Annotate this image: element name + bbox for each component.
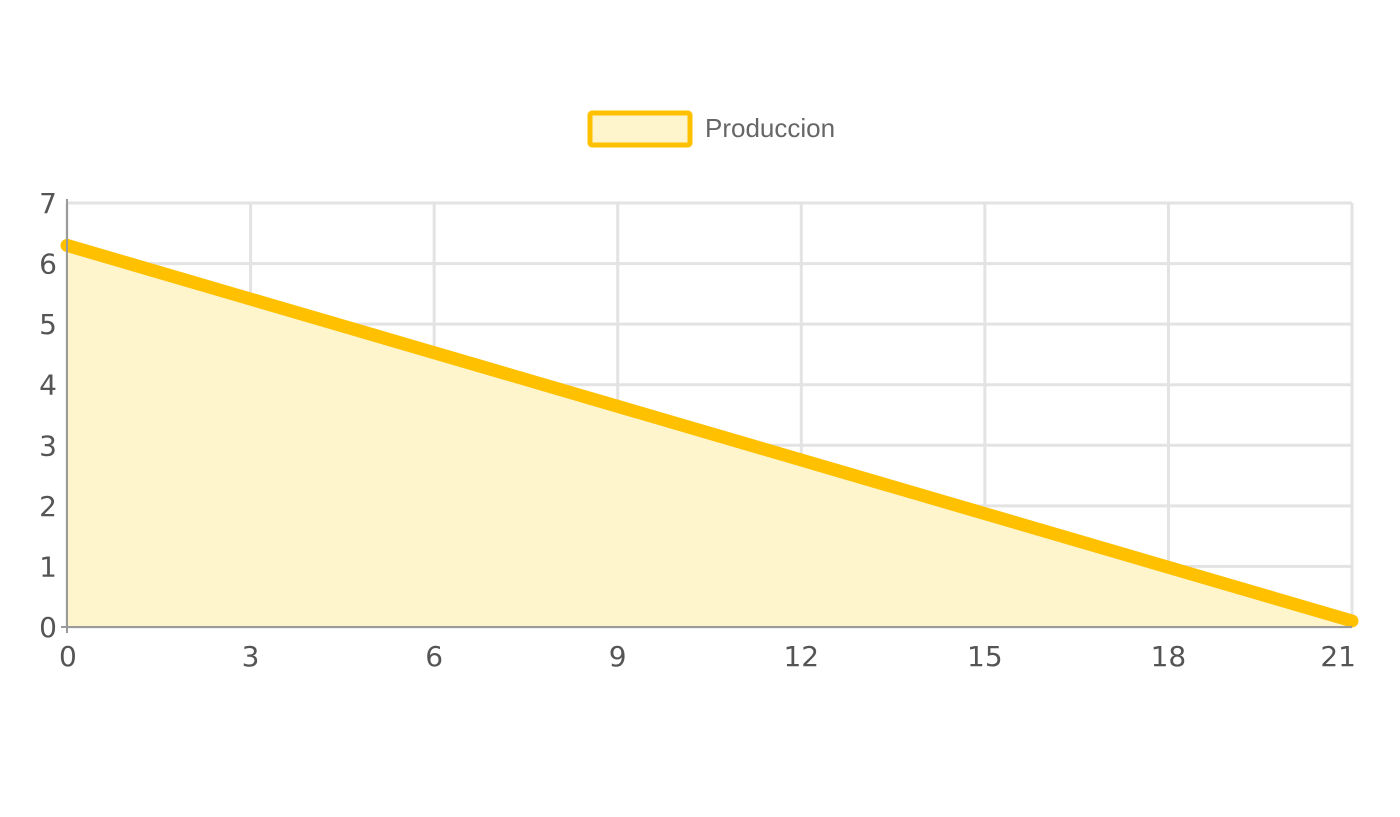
legend[interactable]: Produccion (587, 110, 835, 148)
y-tick-label-0: 0 (39, 611, 57, 644)
x-tick-label-0: 0 (59, 640, 77, 673)
y-tick-label-1: 1 (39, 550, 57, 583)
y-tick-label-3: 3 (39, 429, 57, 462)
data-point-1[interactable] (1346, 614, 1358, 627)
y-tick-label-6: 6 (39, 248, 57, 281)
axes (61, 199, 1352, 633)
series-line (60, 238, 1359, 628)
x-tick-label-3: 3 (242, 640, 260, 673)
y-tick-label-2: 2 (39, 490, 57, 523)
y-tick-label-5: 5 (39, 308, 57, 341)
x-tick-label-21: 21 (1320, 640, 1356, 673)
x-tick-label-9: 9 (609, 640, 627, 673)
y-tick-label-7: 7 (39, 187, 57, 220)
y-axis-ticks: 0 1 2 3 4 5 6 7 (39, 187, 57, 644)
x-tick-label-15: 15 (967, 640, 1003, 673)
legend-label: Produccion (705, 113, 835, 143)
x-tick-label-12: 12 (783, 640, 819, 673)
y-tick-label-4: 4 (39, 369, 57, 402)
series-area (60, 238, 1359, 628)
x-tick-label-6: 6 (425, 640, 443, 673)
x-tick-label-18: 18 (1151, 640, 1187, 673)
legend-swatch (587, 110, 693, 148)
x-axis-ticks: 0 3 6 9 12 15 18 21 (59, 640, 1356, 673)
